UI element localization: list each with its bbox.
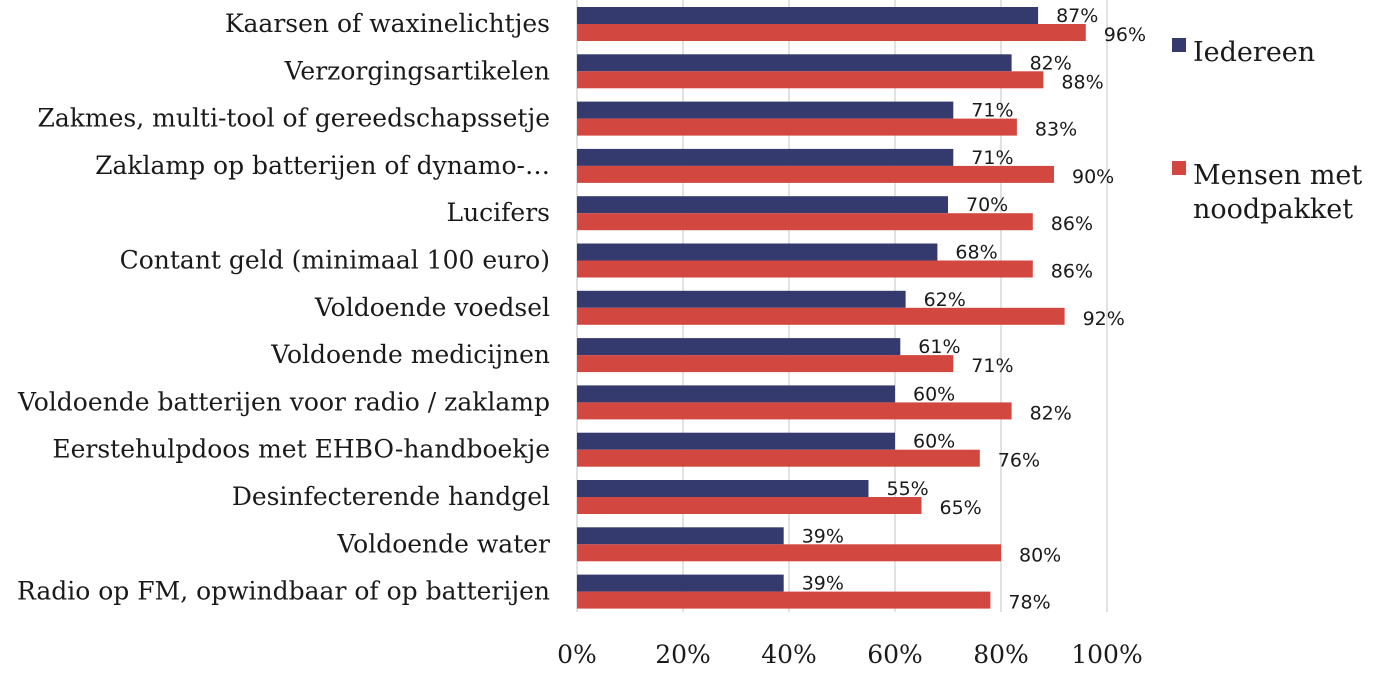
bar-mensen-met-noodpakket: [577, 165, 1054, 183]
bar-mensen-met-noodpakket: [577, 24, 1086, 41]
value-label-iedereen: 60%: [913, 383, 955, 405]
bar-mensen-met-noodpakket: [577, 591, 991, 609]
bar-iedereen: [577, 527, 784, 545]
category-label: Voldoende voedsel: [314, 293, 550, 322]
bar-iedereen: [577, 243, 938, 261]
value-label-iedereen: 61%: [918, 336, 960, 358]
bar-iedereen: [577, 432, 895, 450]
category-label: Desinfecterende handgel: [232, 482, 550, 511]
value-label-iedereen: 71%: [971, 147, 1013, 169]
value-label-iedereen: 71%: [971, 100, 1013, 122]
category-label: Lucifers: [446, 198, 550, 227]
bar-mensen-met-noodpakket: [577, 402, 1012, 420]
category-label: Verzorgingsartikelen: [284, 56, 550, 85]
value-label-mensen-met-noodpakket: 78%: [1008, 592, 1050, 614]
bar-iedereen: [577, 574, 784, 592]
value-label-iedereen: 70%: [966, 194, 1008, 216]
bar-mensen-met-noodpakket: [577, 307, 1065, 325]
bar-iedereen: [577, 54, 1012, 72]
value-label-iedereen: 68%: [955, 242, 997, 264]
legend-swatch: [1172, 161, 1186, 175]
bar-iedereen: [577, 385, 895, 403]
bar-iedereen: [577, 148, 954, 166]
bar-mensen-met-noodpakket: [577, 355, 954, 373]
value-label-mensen-met-noodpakket: 71%: [971, 355, 1013, 377]
value-label-iedereen: 60%: [913, 431, 955, 453]
bar-mensen-met-noodpakket: [577, 449, 980, 467]
category-label: Contant geld (minimaal 100 euro): [120, 246, 550, 275]
category-label: Voldoende medicijnen: [270, 340, 550, 369]
x-tick-label: 60%: [867, 640, 923, 669]
value-label-mensen-met-noodpakket: 90%: [1072, 166, 1114, 188]
value-label-mensen-met-noodpakket: 96%: [1104, 24, 1146, 46]
x-tick-label: 80%: [973, 640, 1029, 669]
category-labels: Kaarsen of waxinelichtjes Verzorgingsarti…: [17, 9, 550, 606]
value-label-mensen-met-noodpakket: 65%: [940, 497, 982, 519]
legend-label: Iedereen: [1193, 37, 1315, 68]
category-label: Radio op FM, opwindbaar of op batterijen: [17, 577, 550, 606]
value-label-mensen-met-noodpakket: 80%: [1019, 544, 1061, 566]
x-tick-label: 0%: [557, 640, 597, 669]
value-label-iedereen: 87%: [1056, 5, 1098, 27]
value-labels: 87%96%82%88%71%83%71%90%70%86%68%86%62%9…: [802, 5, 1146, 614]
category-label: Zakmes, multi-tool of gereedschapssetje: [37, 104, 550, 133]
x-tick-labels: 0% 20% 40% 60% 80% 100%: [557, 640, 1143, 669]
category-label: Voldoende water: [336, 529, 550, 558]
category-label: Voldoende batterijen voor radio / zaklam…: [17, 387, 550, 416]
value-label-iedereen: 82%: [1030, 52, 1072, 74]
bar-mensen-met-noodpakket: [577, 213, 1033, 231]
bar-mensen-met-noodpakket: [577, 118, 1017, 136]
legend-swatch: [1172, 38, 1186, 52]
bar-iedereen: [577, 101, 954, 119]
value-label-iedereen: 55%: [887, 478, 929, 500]
bars: [577, 7, 1086, 609]
bar-mensen-met-noodpakket: [577, 260, 1033, 278]
value-label-mensen-met-noodpakket: 76%: [998, 450, 1040, 472]
bar-iedereen: [577, 338, 901, 356]
value-label-mensen-met-noodpakket: 88%: [1061, 71, 1103, 93]
legend-label: noodpakket: [1193, 194, 1353, 225]
legend-label: Mensen met: [1193, 160, 1362, 191]
category-label: Kaarsen of waxinelichtjes: [225, 9, 550, 38]
value-label-mensen-met-noodpakket: 83%: [1035, 119, 1077, 141]
value-label-iedereen: 39%: [802, 573, 844, 595]
x-tick-label: 100%: [1071, 640, 1142, 669]
value-label-mensen-met-noodpakket: 86%: [1051, 213, 1093, 235]
x-tick-label: 40%: [761, 640, 817, 669]
category-label: Zaklamp op batterijen of dynamo-…: [95, 151, 550, 180]
value-label-mensen-met-noodpakket: 86%: [1051, 261, 1093, 283]
x-tick-label: 20%: [655, 640, 711, 669]
value-label-iedereen: 39%: [802, 525, 844, 547]
category-label: Eerstehulpdoos met EHBO-handboekje: [52, 435, 550, 464]
bar-mensen-met-noodpakket: [577, 544, 1001, 562]
bar-iedereen: [577, 7, 1039, 24]
bar-mensen-met-noodpakket: [577, 71, 1044, 89]
bar-iedereen: [577, 196, 948, 214]
bar-iedereen: [577, 480, 869, 497]
value-label-mensen-met-noodpakket: 82%: [1030, 402, 1072, 424]
value-label-mensen-met-noodpakket: 92%: [1083, 308, 1125, 330]
bar-iedereen: [577, 290, 906, 308]
value-label-iedereen: 62%: [924, 289, 966, 311]
bar-mensen-met-noodpakket: [577, 497, 922, 514]
